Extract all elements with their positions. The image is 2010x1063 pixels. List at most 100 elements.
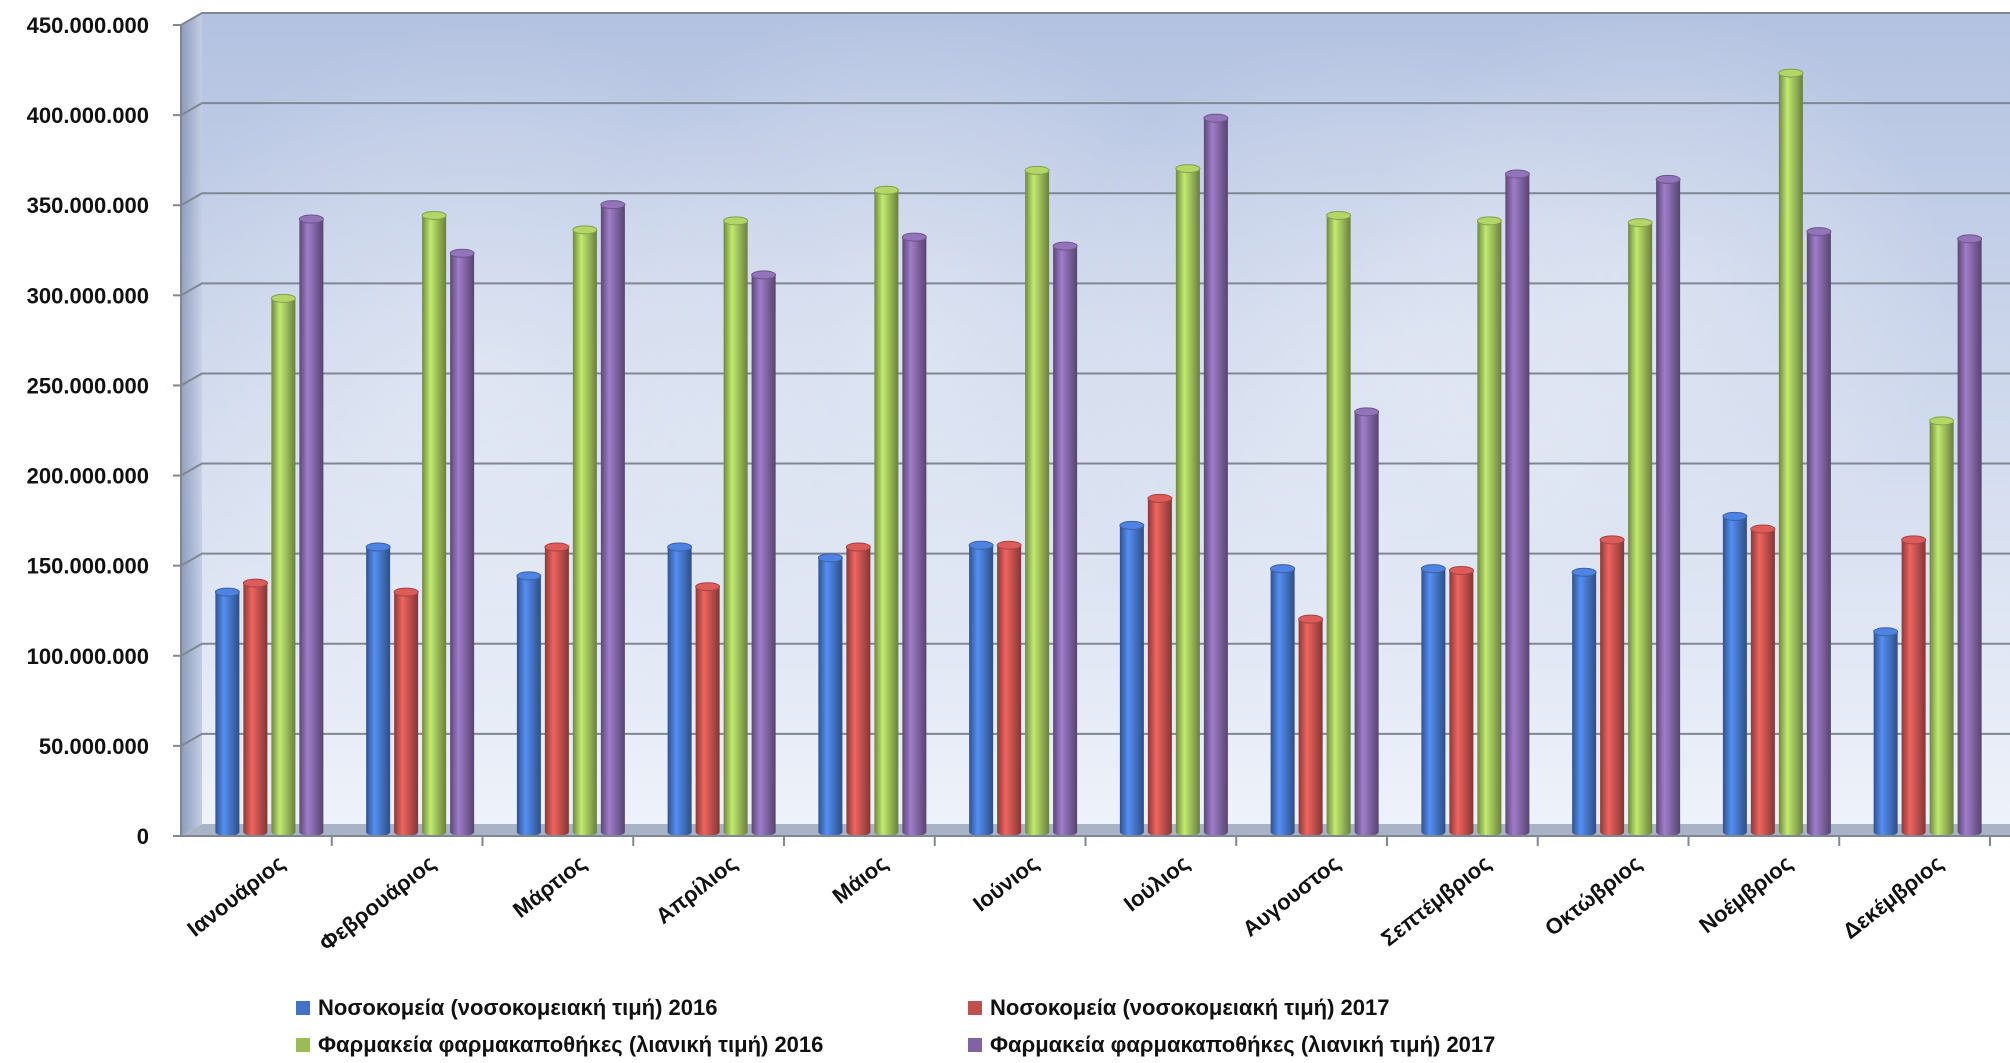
bar-top-8-2: [1476, 216, 1502, 226]
x-tick-label-10: Νοέμβριος: [1694, 850, 1797, 938]
legend-item-1: Νοσοκομεία (νοσοκομειακή τιμή) 2017: [968, 995, 1389, 1021]
bar-4-3: [901, 232, 927, 836]
bar-body-11-0: [1873, 631, 1898, 836]
bar-top-4-3: [901, 232, 927, 242]
bar-body-8-1: [1449, 570, 1474, 836]
bar-body-9-1: [1600, 539, 1625, 836]
bar-5-1: [996, 540, 1022, 836]
bar-body-2-0: [516, 575, 541, 836]
bar-body-7-3: [1354, 411, 1379, 836]
bar-top-6-0: [1119, 520, 1145, 530]
bar-1-3: [449, 248, 475, 837]
bar-body-0-0: [215, 592, 240, 836]
bar-body-9-3: [1656, 179, 1681, 837]
bar-top-10-3: [1806, 227, 1832, 237]
bar-body-3-1: [695, 586, 720, 836]
gridline-9: [180, 12, 2010, 26]
bar-body-7-0: [1270, 568, 1295, 836]
bar-9-2: [1627, 218, 1653, 836]
bar-top-11-2: [1929, 416, 1955, 426]
bar-top-9-2: [1627, 218, 1653, 228]
bar-top-8-1: [1448, 565, 1474, 575]
x-tick-label-2: Μάρτιος: [508, 850, 591, 922]
bar-6-1: [1147, 493, 1173, 836]
bar-top-6-3: [1203, 113, 1229, 123]
bar-top-0-2: [270, 293, 296, 303]
bar-body-4-1: [846, 547, 871, 836]
bar-top-7-2: [1326, 210, 1352, 220]
x-tick-label-4: Μάιος: [828, 850, 893, 908]
bar-top-2-1: [544, 542, 570, 552]
bar-body-3-3: [751, 274, 776, 837]
legend-swatch-2: [296, 1038, 310, 1052]
bar-top-9-0: [1571, 567, 1597, 577]
bar-top-1-3: [449, 248, 475, 258]
bar-10-0: [1722, 511, 1748, 836]
bar-6-3: [1203, 113, 1229, 837]
y-tick-label-1: 50.000.000: [39, 734, 149, 759]
legend-label-3: Φαρμακεία φαρμακαποθήκες (λιανική τιμή) …: [990, 1032, 1496, 1057]
bar-top-8-3: [1504, 169, 1530, 179]
bar-top-10-2: [1778, 68, 1804, 78]
bar-2-3: [600, 200, 626, 836]
bar-top-6-1: [1147, 493, 1173, 503]
gridline-7: [180, 192, 2010, 207]
bar-top-8-0: [1420, 564, 1446, 574]
legend-swatch-3: [968, 1038, 982, 1052]
gridline-6: [180, 282, 2010, 297]
x-tick-label-6: Ιούλιος: [1119, 850, 1194, 916]
bar-4-2: [873, 185, 899, 836]
bar-body-8-0: [1421, 568, 1446, 836]
bar-body-10-1: [1750, 529, 1775, 836]
bar-11-0: [1873, 627, 1899, 836]
bar-body-6-0: [1119, 525, 1144, 836]
bar-top-1-1: [393, 587, 419, 597]
bar-top-4-0: [817, 553, 843, 563]
bar-body-7-2: [1326, 215, 1351, 837]
gridline-1: [180, 732, 2010, 747]
bar-top-4-1: [845, 542, 871, 552]
bar-body-2-1: [544, 547, 569, 836]
bar-body-5-1: [997, 545, 1022, 836]
bar-10-2: [1778, 68, 1804, 837]
y-tick-label-8: 400.000.000: [27, 103, 149, 128]
bar-top-5-0: [968, 540, 994, 550]
bar-top-11-1: [1901, 535, 1927, 545]
bar-top-2-3: [600, 200, 626, 210]
bar-0-2: [270, 293, 296, 836]
bar-2-0: [516, 571, 542, 836]
bar-top-10-1: [1750, 524, 1776, 534]
legend-label-2: Φαρμακεία φαρμακαποθήκες (λιανική τιμή) …: [318, 1032, 824, 1057]
bar-top-11-3: [1957, 234, 1983, 244]
gridline-8: [180, 102, 2010, 116]
bar-11-1: [1901, 535, 1927, 836]
chart: 0 50.000.000 100.000.000 150.000.000 200.000…: [27, 0, 2010, 956]
legend-swatch-0: [296, 1001, 310, 1015]
bar-body-10-2: [1778, 73, 1803, 837]
legend-item-0: Νοσοκομεία (νοσοκομειακή τιμή) 2016: [296, 995, 717, 1021]
y-tick-label-9: 450.000.000: [27, 13, 149, 38]
x-tick-label-5: Ιούνιος: [968, 850, 1043, 916]
legend-label-0: Νοσοκομεία (νοσοκομειακή τιμή) 2016: [318, 995, 718, 1020]
bar-top-11-0: [1873, 627, 1899, 637]
gridline-3: [180, 552, 2010, 567]
bar-1-1: [393, 587, 419, 836]
x-tick-label-9: Οκτώβριος: [1540, 850, 1646, 941]
bar-5-3: [1052, 241, 1078, 836]
legend: Νοσοκομεία (νοσοκομειακή τιμή) 2016 Νοσο…: [296, 985, 1596, 1063]
bar-8-0: [1420, 564, 1446, 836]
y-tick-label-3: 150.000.000: [27, 554, 149, 579]
bar-body-3-0: [667, 547, 692, 836]
bar-top-2-0: [516, 571, 542, 581]
bar-body-1-2: [422, 215, 447, 837]
legend-label-1: Νοσοκομεία (νοσοκομειακή τιμή) 2017: [990, 995, 1390, 1020]
bar-body-8-2: [1477, 220, 1502, 837]
bar-0-1: [242, 578, 268, 836]
bar-body-4-3: [902, 237, 927, 836]
bar-5-2: [1024, 165, 1050, 837]
y-tick-label-7: 350.000.000: [27, 193, 149, 218]
bar-2-2: [572, 225, 598, 837]
gridline-2: [180, 642, 2010, 657]
x-tick-label-11: Δεκέμβριος: [1838, 850, 1948, 944]
bar-body-1-0: [366, 547, 391, 836]
